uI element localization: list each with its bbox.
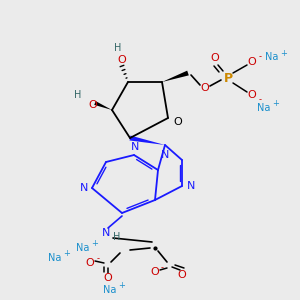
Text: -: - — [259, 95, 262, 104]
Text: H: H — [74, 90, 82, 100]
Polygon shape — [94, 101, 112, 110]
Text: O: O — [248, 57, 256, 67]
Text: Na: Na — [103, 285, 117, 295]
Text: Na: Na — [265, 52, 279, 62]
Text: O: O — [248, 90, 256, 100]
Text: +: + — [273, 100, 279, 109]
Text: O: O — [85, 258, 94, 268]
Text: O: O — [118, 55, 126, 65]
Text: -: - — [259, 52, 262, 62]
Text: N: N — [131, 142, 139, 152]
Text: Na: Na — [48, 253, 62, 263]
Text: +: + — [280, 49, 287, 58]
Text: O: O — [174, 117, 182, 127]
Polygon shape — [130, 136, 165, 145]
Text: O: O — [211, 53, 219, 63]
Text: P: P — [224, 71, 232, 85]
Text: +: + — [118, 281, 125, 290]
Text: H: H — [114, 43, 122, 53]
Text: Na: Na — [76, 243, 90, 253]
Text: N: N — [187, 181, 195, 191]
Text: O: O — [88, 100, 98, 110]
Text: N: N — [102, 228, 110, 238]
Text: +: + — [64, 250, 70, 259]
Text: N: N — [161, 150, 169, 160]
Text: O: O — [151, 267, 159, 277]
Text: O: O — [201, 83, 209, 93]
Text: -: - — [160, 263, 164, 272]
Text: H: H — [113, 232, 121, 242]
Text: O: O — [178, 270, 186, 280]
Text: -: - — [97, 254, 100, 263]
Text: Na: Na — [257, 103, 271, 113]
Text: O: O — [103, 273, 112, 283]
Text: +: + — [92, 239, 98, 248]
Polygon shape — [162, 70, 189, 82]
Text: N: N — [80, 183, 88, 193]
